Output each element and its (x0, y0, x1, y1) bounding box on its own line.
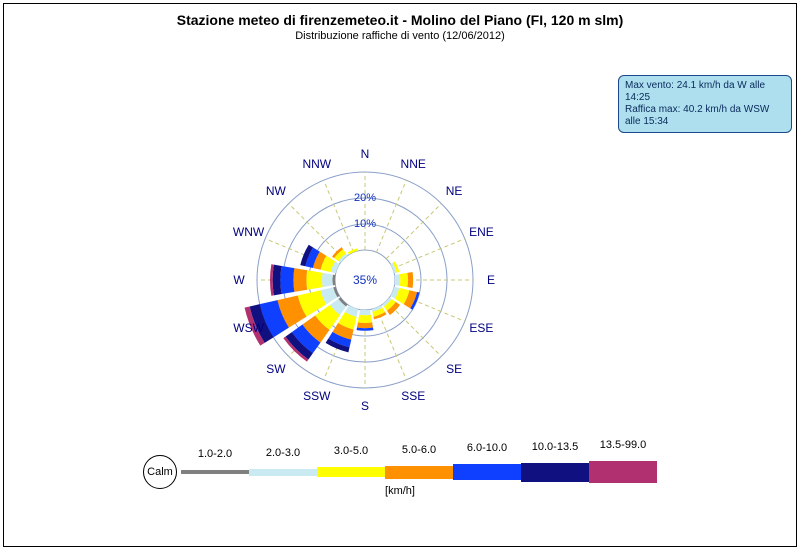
legend-segment: 2.0-3.0 (249, 469, 317, 476)
svg-text:35%: 35% (353, 273, 377, 287)
compass-label: SSW (303, 389, 330, 403)
legend-segment-label: 10.0-13.5 (521, 441, 589, 453)
legend-unit: [km/h] (0, 485, 800, 497)
legend-segment: 1.0-2.0 (181, 470, 249, 474)
compass-label: NW (266, 184, 286, 198)
compass-label: NNE (401, 157, 426, 171)
compass-label: ESE (469, 321, 493, 335)
pct-ring-label: 20% (354, 192, 376, 204)
compass-label: SE (446, 362, 462, 376)
compass-label: NE (446, 184, 463, 198)
legend-segment: 13.5-99.0 (589, 461, 657, 483)
legend-segment: 5.0-6.0 (385, 466, 453, 479)
legend-segment-label: 13.5-99.0 (589, 439, 657, 451)
legend-segment: 10.0-13.5 (521, 463, 589, 482)
compass-label: WSW (233, 321, 264, 335)
legend-segment-label: 6.0-10.0 (453, 442, 521, 454)
compass-label: N (361, 147, 370, 161)
compass-label: SSE (401, 389, 425, 403)
compass-label: ENE (469, 225, 494, 239)
legend-segment-label: 3.0-5.0 (317, 445, 385, 457)
speed-legend: Calm 1.0-2.02.0-3.03.0-5.05.0-6.06.0-10.… (0, 455, 800, 489)
pct-ring-label: 10% (354, 218, 376, 230)
legend-segment: 6.0-10.0 (453, 464, 521, 480)
compass-label: NNW (302, 157, 331, 171)
compass-label: S (361, 399, 369, 413)
compass-label: SW (266, 362, 285, 376)
legend-segment-label: 1.0-2.0 (181, 448, 249, 460)
legend-segment-label: 5.0-6.0 (385, 444, 453, 456)
compass-label: E (487, 273, 495, 287)
legend-segment: 3.0-5.0 (317, 467, 385, 477)
compass-label: WNW (233, 225, 264, 239)
compass-label: W (233, 273, 244, 287)
legend-segment-label: 2.0-3.0 (249, 447, 317, 459)
calm-indicator: Calm (143, 455, 177, 489)
